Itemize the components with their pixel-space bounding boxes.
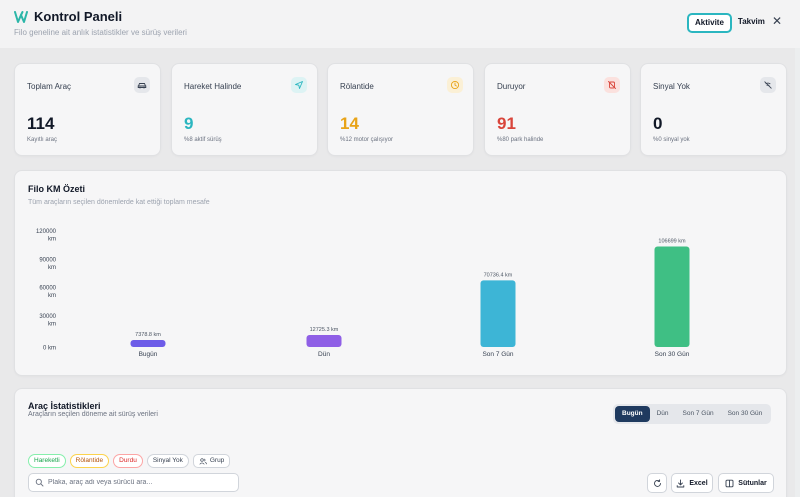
stat-card-no-signal: Sinyal Yok 0 %0 sinyal yok (640, 63, 787, 156)
filter-idle[interactable]: Rölantide (69, 454, 110, 468)
download-icon (677, 479, 685, 487)
signal-off-icon (760, 77, 776, 93)
stat-card-moving: Hareket Halinde 9 %8 aktif sürüş (171, 63, 318, 156)
stat-value: 9 (184, 114, 194, 133)
stat-desc: %8 aktif sürüş (184, 137, 222, 143)
bar-data-label: 70736.4 km (484, 272, 513, 278)
bell-off-icon (604, 77, 620, 93)
period-yesterday[interactable]: Dün (656, 410, 669, 417)
filter-no-signal[interactable]: Sinyal Yok (146, 454, 189, 468)
search-box (28, 473, 239, 492)
stat-desc: Kayıtlı araç (27, 137, 58, 143)
stat-label: Duruyor (497, 82, 526, 91)
group-button[interactable]: Grup (192, 454, 231, 468)
period-today[interactable]: Bugün (615, 406, 650, 422)
stat-card-stopped: Duruyor 91 %80 park halinde (484, 63, 631, 156)
excel-label: Excel (689, 479, 708, 487)
y-tick-unit: km (48, 293, 56, 299)
y-tick-unit: km (48, 237, 56, 243)
stat-label: Hareket Halinde (184, 82, 242, 91)
clock-icon (447, 77, 463, 93)
period-last-7-days[interactable]: Son 7 Gün (682, 410, 714, 417)
stat-label: Sinyal Yok (653, 82, 690, 91)
navigation-icon (291, 77, 307, 93)
x-tick-label: Dün (318, 351, 330, 358)
y-tick-unit: km (48, 265, 56, 271)
bar-3 (654, 246, 690, 347)
bar-data-label: 106699 km (658, 239, 686, 245)
y-tick-label: 60000 (39, 286, 56, 292)
stat-card-total: Toplam Araç 114 Kayıtlı araç (14, 63, 161, 156)
stat-label: Rölantide (340, 82, 374, 91)
logo-icon (14, 11, 28, 23)
period-selector: Bugün Dün Son 7 Gün Son 30 Gün (613, 404, 772, 424)
page-header: Kontrol Paneli Filo geneline ait anlık i… (0, 0, 800, 48)
bar-2 (480, 280, 516, 347)
x-tick-label: Son 7 Gün (482, 351, 513, 358)
y-tick-label: 120000 (36, 229, 57, 235)
stat-value: 91 (497, 114, 516, 133)
tab-calendar[interactable]: Takvim (737, 17, 765, 26)
search-icon (35, 478, 44, 487)
bar-0 (130, 340, 166, 347)
vehicle-stats-card: Araç İstatistikleri Araçların seçilen dö… (14, 388, 787, 497)
stat-desc: %0 sinyal yok (653, 137, 690, 143)
bar-data-label: 7378.8 km (135, 332, 161, 338)
bar-data-label: 12725.3 km (310, 327, 339, 333)
stat-value: 114 (27, 114, 55, 133)
km-bar-chart: 0 km30000km60000km90000km120000km7378.8 … (36, 229, 690, 358)
km-summary-title: Filo KM Özeti (28, 184, 85, 194)
vehicle-stats-subtitle: Araçların seçilen döneme ait sürüş veril… (28, 411, 158, 418)
columns-icon (725, 479, 734, 487)
km-summary-subtitle: Tüm araçların seçilen dönemlerde kat ett… (28, 199, 210, 206)
columns-button[interactable]: Sütunlar (718, 473, 774, 493)
group-label: Grup (209, 457, 225, 464)
refresh-button[interactable] (647, 473, 667, 493)
users-icon (199, 457, 207, 465)
vehicle-stats-title: Araç İstatistikleri (28, 401, 101, 411)
close-icon[interactable]: ✕ (771, 14, 783, 28)
x-tick-label: Son 30 Gün (655, 351, 690, 358)
refresh-icon (653, 478, 661, 487)
scrollbar[interactable] (795, 48, 800, 497)
view-switcher: Aktivite Takvim (687, 12, 771, 34)
stat-desc: %80 park halinde (497, 137, 544, 143)
y-tick-label: 30000 (39, 314, 56, 320)
y-tick-unit: km (48, 321, 56, 327)
status-filters: Hareketli Rölantide Durdu Sinyal Yok Gru… (28, 454, 231, 468)
stat-label: Toplam Araç (27, 82, 72, 91)
x-tick-label: Bugün (139, 351, 158, 358)
stat-desc: %12 motor çalışıyor (340, 137, 394, 143)
period-last-30-days[interactable]: Son 30 Gün (727, 410, 763, 417)
tab-activity[interactable]: Aktivite (687, 13, 732, 33)
stat-value: 14 (340, 114, 359, 133)
bar-1 (306, 335, 342, 347)
car-icon (134, 77, 150, 93)
stat-value: 0 (653, 114, 663, 133)
km-summary-card: 0 km 30000 km 60000 km 90000 km 120000 km 7378.8 … (14, 170, 787, 376)
search-input[interactable] (48, 476, 233, 489)
filter-moving[interactable]: Hareketli (28, 454, 66, 468)
y-tick-label: 90000 (39, 257, 56, 263)
columns-label: Sütunlar (738, 479, 767, 487)
page-title: Kontrol Paneli (34, 9, 123, 24)
page-subtitle: Filo geneline ait anlık istatistikler ve… (14, 28, 187, 37)
y-tick-label: 0 km (43, 346, 56, 352)
filter-stopped[interactable]: Durdu (113, 454, 143, 468)
excel-export-button[interactable]: Excel (671, 473, 713, 493)
stat-card-idle: Rölantide 14 %12 motor çalışıyor (327, 63, 474, 156)
